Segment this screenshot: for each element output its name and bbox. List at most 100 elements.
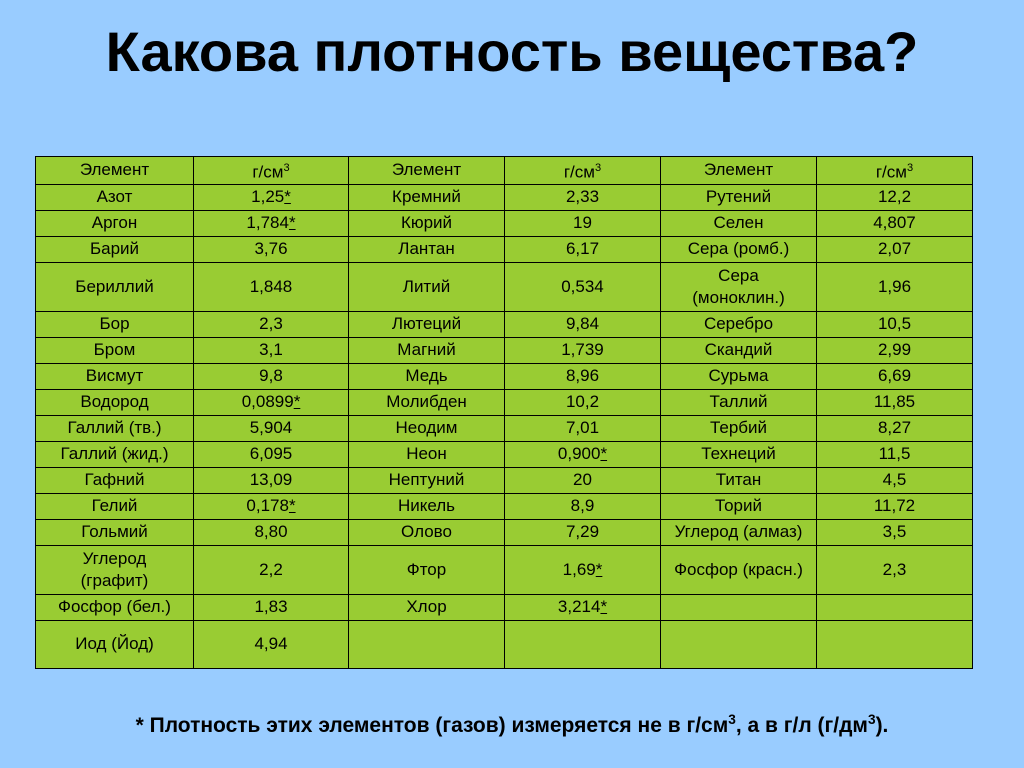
gas-asterisk: *	[600, 444, 608, 464]
density-value: 19	[504, 209, 661, 237]
density-number: 9,8	[259, 366, 283, 386]
element-name: Лантан	[348, 235, 505, 263]
element-name: Селен	[660, 209, 817, 237]
density-value: 8,27	[816, 414, 973, 442]
density-number: 7,01	[565, 418, 600, 438]
density-number: 19	[573, 213, 592, 233]
density-value: 2,3	[193, 310, 349, 338]
element-name: Магний	[348, 336, 505, 364]
element-name: Сера (ромб.)	[660, 235, 817, 263]
element-name: Висмут	[35, 362, 194, 390]
table-row: Бор 2,3 Лютеций 9,84 Серебро 10,5	[35, 310, 973, 338]
gas-asterisk: *	[288, 213, 296, 233]
density-value: 2,99	[816, 336, 973, 364]
density-value: 0,178*	[193, 492, 349, 520]
density-number: 8,9	[570, 496, 595, 516]
density-value: 0,0899*	[193, 388, 349, 416]
element-name: Гелий	[35, 492, 194, 520]
density-number: 2,99	[877, 340, 912, 360]
table-row: Гафний 13,09 Нептуний 20 Титан 4,5	[35, 466, 973, 494]
density-value: 2,07	[816, 235, 973, 263]
element-name: Тербий	[660, 414, 817, 442]
density-value: 3,5	[816, 518, 973, 546]
density-number: 10,2	[565, 392, 600, 412]
density-value: 1,96	[816, 261, 973, 312]
density-number: 4,94	[254, 634, 288, 654]
density-value: 20	[504, 466, 661, 494]
density-number: 2,33	[565, 187, 600, 207]
table-row: Водород 0,0899* Молибден 10,2 Таллий 11,85	[35, 388, 973, 416]
density-number: 6,69	[877, 366, 912, 386]
element-name: Лютеций	[348, 310, 505, 338]
table-row: Азот 1,25* Кремний 2,33 Рутений 12,2	[35, 183, 973, 211]
density-value: 6,17	[504, 235, 661, 263]
density-number: 4,807	[873, 213, 916, 233]
density-value: 10,2	[504, 388, 661, 416]
density-number: 8,27	[877, 418, 912, 438]
element-name: Фосфор (красн.)	[660, 544, 817, 595]
element-name: Нептуний	[348, 466, 505, 494]
density-value: 1,25*	[193, 183, 349, 211]
table-row: Бром 3,1 Магний 1,739 Скандий 2,99	[35, 336, 973, 364]
density-number: 0,534	[561, 276, 604, 296]
density-number: 20	[573, 470, 592, 490]
gas-asterisk: *	[595, 559, 603, 579]
table-row: Фосфор (бел.) 1,83 Хлор 3,214*	[35, 593, 973, 621]
table-row: Гелий 0,178* Никель 8,9 Торий 11,72	[35, 492, 973, 520]
density-number: 11,85	[873, 392, 916, 412]
element-name: Медь	[348, 362, 505, 390]
element-name: Углерод (графит)	[35, 544, 194, 595]
header-row: Элемент г/см3 Элемент г/см3 Элемент г/см3	[35, 156, 973, 185]
density-value: 6,69	[816, 362, 973, 390]
density-value: 2,3	[816, 544, 973, 595]
header-unit-text: г/см	[252, 162, 284, 182]
footnote-text-3: ).	[875, 714, 889, 737]
element-name: Сера (моноклин.)	[660, 261, 817, 312]
element-name: Таллий	[660, 388, 817, 416]
density-value: 10,5	[816, 310, 973, 338]
header-element: Элемент	[348, 156, 505, 185]
header-unit-text: г/см	[563, 162, 595, 182]
element-name: Титан	[660, 466, 817, 494]
element-name: Торий	[660, 492, 817, 520]
density-value: 2,2	[193, 544, 349, 595]
element-name: Кремний	[348, 183, 505, 211]
density-number: 2,3	[259, 314, 283, 334]
element-name: Галлий (тв.)	[35, 414, 194, 442]
density-number: 1,25	[251, 187, 285, 207]
density-value: 0,900*	[504, 440, 661, 468]
density-value	[816, 593, 973, 621]
density-number: 0,178	[246, 496, 289, 516]
element-name: Бром	[35, 336, 194, 364]
density-value: 11,85	[816, 388, 973, 416]
density-number: 3,214	[557, 597, 601, 617]
gas-asterisk: *	[293, 392, 301, 412]
density-value: 3,214*	[504, 593, 661, 621]
table-row: Углерод (графит) 2,2 Фтор 1,69* Фосфор (крас…	[35, 544, 973, 595]
element-name: Литий	[348, 261, 505, 312]
density-number: 2,2	[259, 559, 283, 579]
density-value: 7,29	[504, 518, 661, 546]
header-element: Элемент	[660, 156, 817, 185]
density-value: 12,2	[816, 183, 973, 211]
density-value: 8,80	[193, 518, 349, 546]
density-number: 4,5	[882, 470, 907, 490]
density-number: 1,848	[249, 276, 293, 296]
footnote-text-2: , а в г/л (г/дм	[735, 714, 868, 737]
density-value: 4,5	[816, 466, 973, 494]
density-number: 7,29	[565, 522, 600, 542]
header-unit: г/см3	[504, 156, 661, 185]
element-name: Бериллий	[35, 261, 194, 312]
header-unit-sup: 3	[906, 162, 914, 174]
element-name: Скандий	[660, 336, 817, 364]
density-value: 2,33	[504, 183, 661, 211]
element-name: Азот	[35, 183, 194, 211]
density-number: 12,2	[877, 187, 912, 207]
density-number: 3,76	[254, 239, 288, 259]
header-element: Элемент	[35, 156, 194, 185]
element-name: Олово	[348, 518, 505, 546]
density-number: 11,72	[873, 496, 916, 516]
footnote: * Плотность этих элементов (газов) измер…	[0, 712, 1024, 738]
element-name: Серебро	[660, 310, 817, 338]
element-name: Углерод (алмаз)	[660, 518, 817, 546]
